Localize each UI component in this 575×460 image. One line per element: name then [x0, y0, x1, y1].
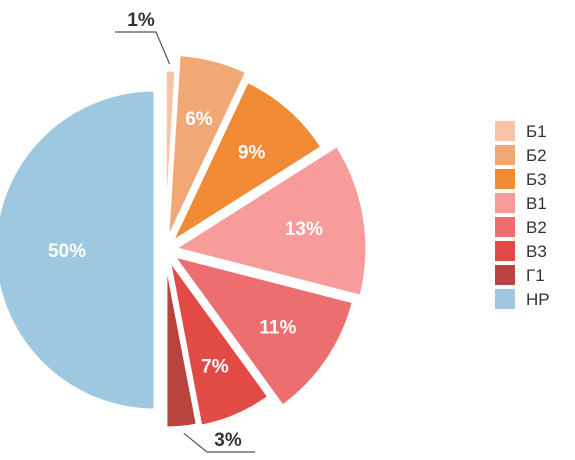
legend-swatch-Б3: [495, 169, 515, 189]
slice-label-Б3: 9%: [238, 143, 266, 164]
pie-slice-labels: 1% 6% 9% 13% 11% 7% 3% 50%: [48, 10, 323, 451]
pie-slice-В1: [171, 143, 369, 299]
legend-label-В1: В1: [526, 194, 547, 213]
legend-label-НР: НР: [526, 290, 550, 309]
pie-slice-Б3: [168, 79, 324, 247]
leader-line-Б1: [115, 31, 171, 65]
pie-slices: [0, 53, 369, 430]
pie-slice-В2: [169, 253, 356, 409]
legend-label-В2: В2: [526, 218, 547, 237]
legend-swatch-НР: [495, 289, 515, 309]
slice-label-В2: 11%: [259, 318, 296, 339]
legend-swatch-В2: [495, 217, 515, 237]
pie-slice-Б2: [165, 53, 249, 241]
legend-swatch-Г1: [495, 265, 515, 285]
slice-label-Б1: 1%: [127, 10, 155, 31]
legend-label-Г1: Г1: [526, 266, 545, 285]
legend-swatch-Б2: [495, 145, 515, 165]
leader-line-Г1: [183, 432, 255, 453]
legend-label-Б2: Б2: [526, 146, 547, 165]
slice-label-В3: 7%: [201, 356, 229, 377]
slice-label-Б2: 6%: [185, 109, 213, 130]
pie-slice-В3: [167, 258, 271, 428]
slice-label-В1: 13%: [285, 219, 323, 240]
legend-swatch-В1: [495, 193, 515, 213]
legend-label-Б1: Б1: [526, 122, 547, 141]
legend-swatch-Б1: [495, 121, 515, 141]
legend-swatch-В3: [495, 241, 515, 261]
slice-label-Г1: 3%: [214, 430, 242, 451]
pie-slice-Б1: [163, 68, 178, 241]
slice-label-НР: 50%: [48, 241, 86, 262]
legend-label-В3: В3: [526, 242, 547, 261]
legend-label-Б3: Б3: [526, 170, 547, 189]
leader-lines: [115, 31, 255, 453]
pie-slice-Г1: [164, 259, 200, 430]
pie-slice-НР: [0, 88, 157, 412]
legend: Б1 Б2 Б3 В1 В2 В3 Г1 НР: [495, 121, 550, 309]
